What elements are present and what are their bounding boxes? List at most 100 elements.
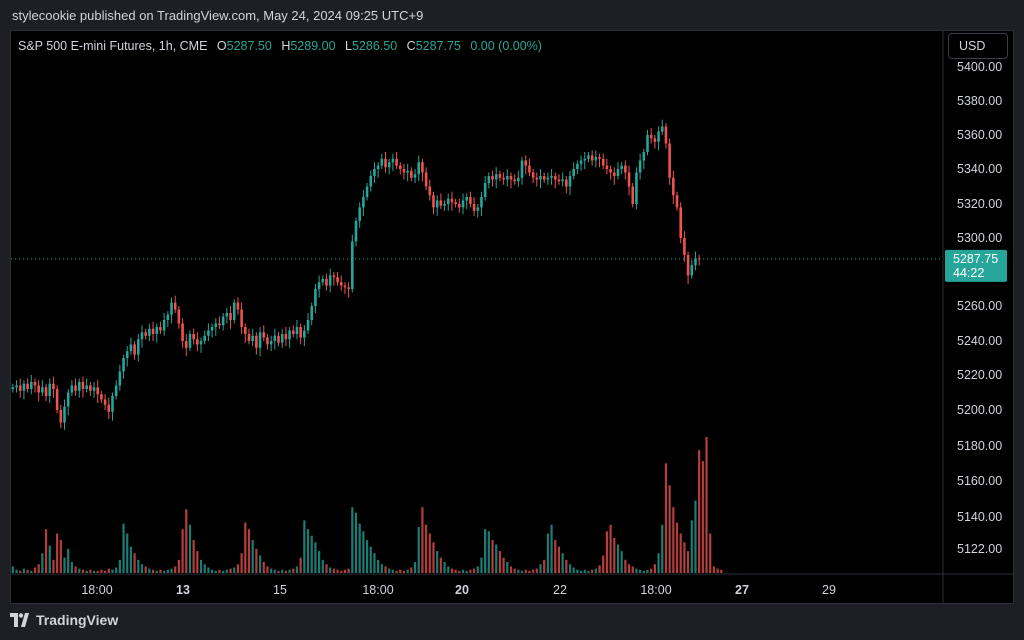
candle-body bbox=[221, 316, 225, 326]
y-tick-label: 5140.00 bbox=[957, 510, 1002, 524]
candle-body bbox=[306, 320, 310, 331]
volume-bar bbox=[166, 569, 169, 573]
volume-bar bbox=[115, 567, 118, 573]
candle-body bbox=[517, 177, 520, 182]
volume-bar bbox=[624, 559, 627, 573]
candle-body bbox=[505, 176, 509, 180]
volume-bar bbox=[222, 570, 225, 573]
change-value: 0.00 (0.00%) bbox=[470, 39, 542, 53]
candle-body bbox=[89, 385, 92, 391]
y-tick-label: 5300.00 bbox=[957, 231, 1002, 245]
volume-bar bbox=[188, 524, 192, 573]
volume-bar bbox=[74, 566, 77, 573]
candle-body bbox=[262, 332, 266, 338]
y-tick-label: 5260.00 bbox=[957, 299, 1002, 313]
volume-bar bbox=[181, 529, 184, 573]
volume-bar bbox=[63, 557, 66, 573]
candle-body bbox=[446, 198, 450, 204]
volume-bar bbox=[214, 570, 217, 573]
candle-body bbox=[210, 327, 214, 331]
candle-body bbox=[373, 169, 376, 176]
volume-bar bbox=[240, 553, 243, 573]
candle-body bbox=[395, 158, 398, 166]
volume-bar bbox=[605, 531, 609, 573]
volume-bar bbox=[192, 540, 195, 573]
candle-body bbox=[30, 382, 33, 389]
volume-bar bbox=[642, 570, 645, 573]
volume-bar bbox=[436, 551, 439, 573]
volume-bar bbox=[100, 569, 103, 573]
chart-pane[interactable]: 5400.00 5380.00 5360.00 5340.00 5320.00 5300.… bbox=[10, 30, 1015, 605]
volume-bar bbox=[672, 507, 675, 573]
candle-body bbox=[325, 278, 328, 286]
volume-bar bbox=[686, 551, 690, 573]
candle-body bbox=[565, 179, 568, 187]
x-tick-label: 27 bbox=[735, 583, 749, 597]
volume-bar bbox=[37, 564, 40, 573]
volume-bar bbox=[362, 531, 365, 573]
high-value: 5289.00 bbox=[290, 39, 336, 53]
candle-body bbox=[214, 323, 218, 327]
y-tick-label: 5240.00 bbox=[957, 334, 1002, 348]
candle-body bbox=[255, 335, 258, 348]
volume-bar bbox=[399, 569, 402, 573]
candle-body bbox=[458, 204, 461, 208]
volume-bar bbox=[535, 568, 538, 573]
volume-bar bbox=[303, 520, 306, 573]
volume-bar bbox=[262, 562, 265, 573]
candle-body bbox=[535, 177, 539, 180]
candle-body bbox=[258, 332, 262, 348]
volume-bar bbox=[89, 569, 92, 573]
volume-bar bbox=[502, 557, 505, 573]
candle-body bbox=[170, 302, 173, 315]
candle-body bbox=[624, 165, 627, 173]
candle-body bbox=[550, 176, 553, 178]
volume-bar bbox=[498, 551, 502, 573]
currency-button[interactable]: USD bbox=[948, 33, 1008, 59]
volume-bar bbox=[472, 568, 476, 573]
y-tick-label: 5160.00 bbox=[957, 474, 1002, 488]
x-tick-label: 20 bbox=[455, 583, 469, 597]
volume-bar bbox=[133, 553, 136, 573]
x-tick-label: 29 bbox=[822, 583, 836, 597]
volume-bar bbox=[432, 542, 435, 573]
volume-bar bbox=[653, 564, 656, 573]
candle-body bbox=[424, 172, 428, 187]
low-value: 5286.50 bbox=[351, 39, 398, 53]
candle-body bbox=[612, 172, 616, 176]
volume-bar bbox=[111, 569, 114, 573]
volume-bar bbox=[41, 553, 44, 573]
volume-bar bbox=[329, 567, 332, 573]
candle-body bbox=[354, 221, 358, 242]
volume-bar bbox=[284, 570, 287, 573]
symbol-description[interactable]: S&P 500 E-mini Futures, 1h, CME bbox=[18, 39, 208, 53]
candle-body bbox=[472, 204, 476, 211]
candle-body bbox=[638, 160, 642, 173]
candle-body bbox=[616, 169, 620, 176]
volume-bar bbox=[373, 553, 376, 573]
volume-bar bbox=[229, 568, 232, 573]
candle-body bbox=[605, 165, 609, 169]
volume-bar bbox=[225, 569, 228, 573]
candle-body bbox=[454, 202, 457, 204]
candle-body bbox=[664, 126, 668, 144]
volume-bar bbox=[524, 569, 527, 573]
volume-bar bbox=[546, 533, 549, 573]
candle-body bbox=[387, 162, 391, 168]
candle-body bbox=[587, 155, 590, 159]
volume-bar bbox=[365, 540, 369, 573]
candle-body bbox=[140, 332, 144, 340]
price-chart[interactable]: 5400.00 5380.00 5360.00 5340.00 5320.00 5300.… bbox=[11, 31, 1015, 605]
candle-body bbox=[148, 328, 151, 336]
candle-body bbox=[413, 174, 417, 178]
tradingview-logo-icon bbox=[10, 613, 30, 627]
volume-bar bbox=[476, 566, 479, 573]
volume-bar bbox=[122, 523, 125, 573]
candle-body bbox=[576, 163, 579, 169]
volume-bar bbox=[233, 567, 236, 573]
candle-body bbox=[469, 197, 472, 204]
candle-body bbox=[476, 207, 480, 211]
candle-body bbox=[288, 330, 291, 340]
open-value: 5287.50 bbox=[226, 39, 272, 53]
volume-bar bbox=[395, 570, 398, 573]
